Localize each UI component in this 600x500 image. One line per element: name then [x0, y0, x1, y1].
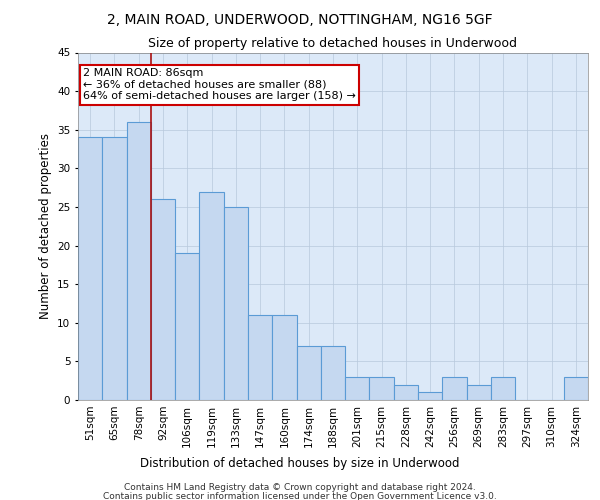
Bar: [296, 346, 321, 400]
Bar: [442, 377, 467, 400]
Bar: [199, 192, 224, 400]
Bar: [321, 346, 345, 400]
Bar: [272, 315, 296, 400]
Text: Distribution of detached houses by size in Underwood: Distribution of detached houses by size …: [140, 458, 460, 470]
Bar: [102, 138, 127, 400]
Bar: [564, 377, 588, 400]
Bar: [370, 377, 394, 400]
Bar: [224, 207, 248, 400]
Text: Contains HM Land Registry data © Crown copyright and database right 2024.: Contains HM Land Registry data © Crown c…: [124, 483, 476, 492]
Y-axis label: Number of detached properties: Number of detached properties: [38, 133, 52, 320]
Bar: [394, 384, 418, 400]
Bar: [345, 377, 370, 400]
Bar: [175, 254, 199, 400]
Bar: [78, 138, 102, 400]
Text: 2, MAIN ROAD, UNDERWOOD, NOTTINGHAM, NG16 5GF: 2, MAIN ROAD, UNDERWOOD, NOTTINGHAM, NG1…: [107, 12, 493, 26]
Text: 2 MAIN ROAD: 86sqm
← 36% of detached houses are smaller (88)
64% of semi-detache: 2 MAIN ROAD: 86sqm ← 36% of detached hou…: [83, 68, 356, 102]
Bar: [491, 377, 515, 400]
Bar: [467, 384, 491, 400]
Bar: [127, 122, 151, 400]
Bar: [418, 392, 442, 400]
Bar: [151, 199, 175, 400]
Title: Size of property relative to detached houses in Underwood: Size of property relative to detached ho…: [149, 37, 517, 50]
Text: Contains public sector information licensed under the Open Government Licence v3: Contains public sector information licen…: [103, 492, 497, 500]
Bar: [248, 315, 272, 400]
